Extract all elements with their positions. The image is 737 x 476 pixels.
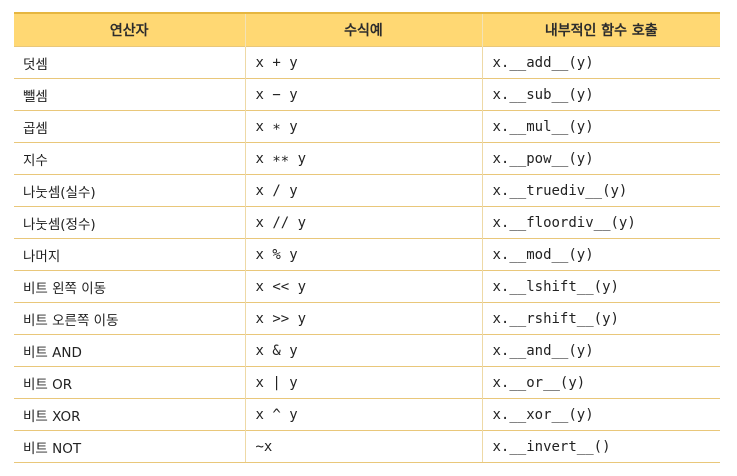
operator-name: 나눗셈(정수): [14, 206, 245, 239]
table-row: 뺄셈 x − y x.__sub__(y): [14, 78, 720, 111]
expression-example: x | y: [244, 366, 482, 399]
header-expression: 수식예: [244, 12, 483, 47]
expression-example: x << y: [244, 270, 482, 303]
internal-call: x.__pow__(y): [481, 142, 720, 175]
operator-name: 비트 AND: [14, 334, 245, 367]
operator-name: 비트 오른쪽 이동: [14, 302, 245, 335]
operator-name: 비트 XOR: [14, 398, 245, 431]
internal-call: x.__or__(y): [481, 366, 720, 399]
expression-example: ~x: [244, 430, 482, 463]
table-row: 비트 XOR x ^ y x.__xor__(y): [14, 398, 720, 431]
operator-name: 나머지: [14, 238, 245, 271]
expression-example: x ∗ y: [244, 110, 482, 143]
expression-example: x ∗∗ y: [244, 142, 482, 175]
table-header: 연산자 수식예 내부적인 함수 호출: [14, 12, 720, 47]
operator-name: 뺄셈: [14, 78, 245, 111]
table-row: 비트 왼쪽 이동 x << y x.__lshift__(y): [14, 270, 720, 303]
operator-table: 연산자 수식예 내부적인 함수 호출 덧셈 x + y x.__add__(y)…: [14, 12, 720, 463]
table-row: 지수 x ∗∗ y x.__pow__(y): [14, 142, 720, 175]
operator-name: 비트 OR: [14, 366, 245, 399]
internal-call: x.__lshift__(y): [481, 270, 720, 303]
internal-call: x.__sub__(y): [481, 78, 720, 111]
table-row: 나눗셈(실수) x / y x.__truediv__(y): [14, 174, 720, 207]
internal-call: x.__invert__(): [481, 430, 720, 463]
expression-example: x ^ y: [244, 398, 482, 431]
expression-example: x % y: [244, 238, 482, 271]
internal-call: x.__xor__(y): [481, 398, 720, 431]
expression-example: x // y: [244, 206, 482, 239]
table-row: 비트 오른쪽 이동 x >> y x.__rshift__(y): [14, 302, 720, 335]
operator-name: 비트 NOT: [14, 430, 245, 463]
table-row: 비트 NOT ~x x.__invert__(): [14, 430, 720, 463]
operator-name: 덧셈: [14, 46, 245, 79]
table-row: 나머지 x % y x.__mod__(y): [14, 238, 720, 271]
internal-call: x.__truediv__(y): [481, 174, 720, 207]
table-row: 덧셈 x + y x.__add__(y): [14, 46, 720, 79]
header-internal-call: 내부적인 함수 호출: [481, 12, 720, 47]
internal-call: x.__mul__(y): [481, 110, 720, 143]
operator-name: 곱셈: [14, 110, 245, 143]
internal-call: x.__floordiv__(y): [481, 206, 720, 239]
header-operator: 연산자: [14, 12, 246, 47]
internal-call: x.__and__(y): [481, 334, 720, 367]
table-row: 비트 OR x | y x.__or__(y): [14, 366, 720, 399]
operator-name: 지수: [14, 142, 245, 175]
table-row: 비트 AND x & y x.__and__(y): [14, 334, 720, 367]
internal-call: x.__mod__(y): [481, 238, 720, 271]
table-row: 곱셈 x ∗ y x.__mul__(y): [14, 110, 720, 143]
expression-example: x + y: [244, 46, 482, 79]
table-row: 나눗셈(정수) x // y x.__floordiv__(y): [14, 206, 720, 239]
internal-call: x.__rshift__(y): [481, 302, 720, 335]
expression-example: x / y: [244, 174, 482, 207]
internal-call: x.__add__(y): [481, 46, 720, 79]
table-body: 덧셈 x + y x.__add__(y) 뺄셈 x − y x.__sub__…: [14, 46, 720, 463]
operator-name: 나눗셈(실수): [14, 174, 245, 207]
operator-name: 비트 왼쪽 이동: [14, 270, 245, 303]
header-row: 연산자 수식예 내부적인 함수 호출: [14, 12, 720, 47]
expression-example: x & y: [244, 334, 482, 367]
expression-example: x >> y: [244, 302, 482, 335]
expression-example: x − y: [244, 78, 482, 111]
